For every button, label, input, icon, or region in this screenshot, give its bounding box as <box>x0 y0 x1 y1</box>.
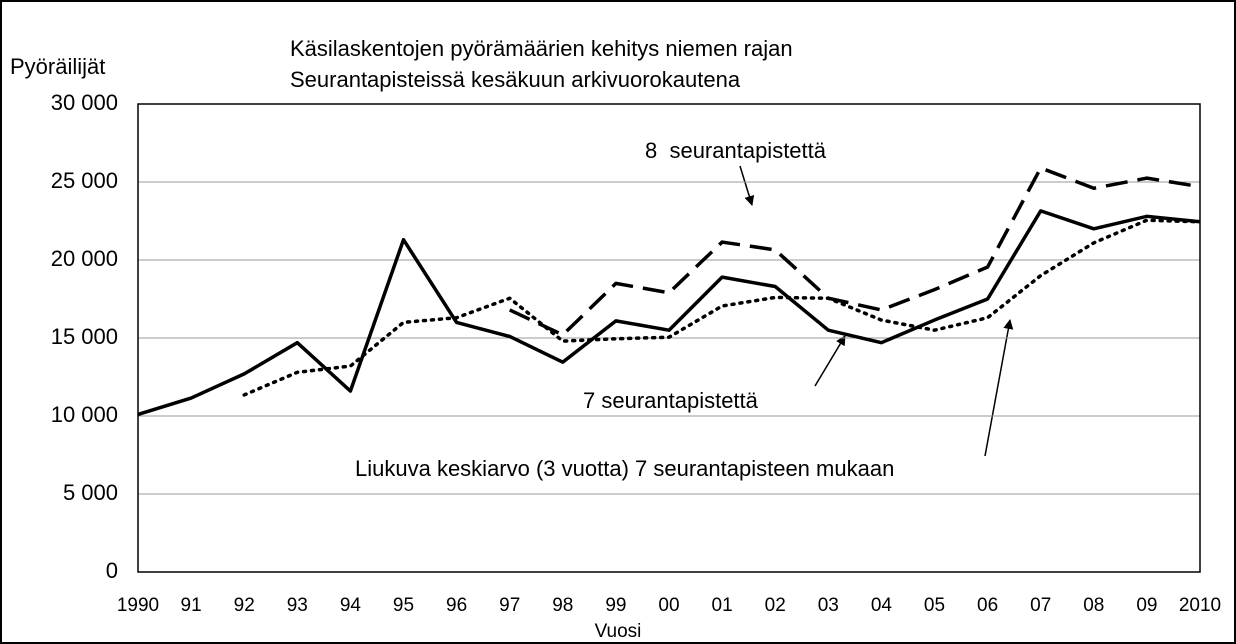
y-tick-label: 20 000 <box>51 246 118 271</box>
x-tick-label: 91 <box>181 595 202 616</box>
arrow <box>739 165 755 206</box>
y-tick-label: 5 000 <box>63 480 118 505</box>
x-tick-label: 95 <box>393 595 414 616</box>
line-series <box>508 166 1201 337</box>
x-tick-label: 01 <box>712 595 733 616</box>
line-series <box>242 218 1202 397</box>
x-tick-label: 2010 <box>1179 595 1221 616</box>
annotation: Liukuva keskiarvo (3 vuotta) 7 seurantap… <box>355 456 894 481</box>
x-tick-label: 98 <box>552 595 573 616</box>
x-tick-label: 94 <box>340 595 362 616</box>
x-tick-label: 08 <box>1083 595 1104 616</box>
arrow <box>814 335 846 387</box>
y-tick-label: 10 000 <box>51 402 118 427</box>
x-tick-label: 09 <box>1136 595 1157 616</box>
chart-title: Seurantapisteissä kesäkuun arkivuorokaut… <box>290 67 741 92</box>
y-tick-label: 30 000 <box>51 90 118 115</box>
y-axis-label: Pyöräilijät <box>10 54 105 79</box>
x-tick-label: 03 <box>818 595 839 616</box>
x-tick-label: 93 <box>287 595 308 616</box>
x-tick-label: 92 <box>234 595 255 616</box>
x-tick-label: 05 <box>924 595 945 616</box>
y-tick-label: 25 000 <box>51 168 118 193</box>
x-tick-label: 00 <box>658 595 679 616</box>
arrow <box>984 319 1014 457</box>
annotation: 8 seurantapistettä <box>645 138 827 163</box>
y-tick-label: 0 <box>106 558 118 583</box>
x-tick-label: 97 <box>499 595 520 616</box>
x-tick-label: 06 <box>977 595 998 616</box>
x-axis-label: Vuosi <box>595 621 642 642</box>
plot-area <box>137 103 1201 573</box>
x-tick-label: 96 <box>446 595 467 616</box>
x-tick-label: 99 <box>605 595 626 616</box>
y-tick-label: 15 000 <box>51 324 118 349</box>
annotation: 7 seurantapistettä <box>583 388 759 413</box>
chart-title: Käsilaskentojen pyörämäärien kehitys nie… <box>290 36 793 61</box>
x-tick-label: 02 <box>765 595 786 616</box>
x-tick-label: 07 <box>1030 595 1051 616</box>
x-tick-label: 1990 <box>117 595 159 616</box>
x-tick-label: 04 <box>871 595 893 616</box>
line-series <box>137 209 1201 417</box>
